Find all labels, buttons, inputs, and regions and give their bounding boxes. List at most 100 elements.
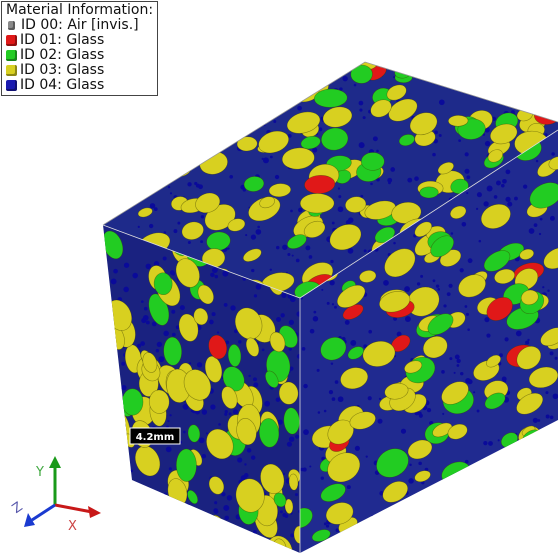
grain <box>332 222 335 225</box>
grain <box>132 273 138 279</box>
grain <box>247 123 252 128</box>
grain <box>549 444 555 450</box>
grain <box>154 207 158 211</box>
grain <box>155 494 161 500</box>
grain <box>338 195 341 198</box>
legend-label: ID 04: Glass <box>20 78 104 93</box>
grain <box>514 71 546 95</box>
grain <box>536 516 542 522</box>
grain <box>370 528 373 531</box>
grain <box>442 413 444 415</box>
legend-label: ID 03: Glass <box>20 63 104 78</box>
grain <box>100 442 127 473</box>
grain <box>433 524 465 553</box>
grain <box>473 483 476 486</box>
grain <box>359 142 365 148</box>
grain <box>491 527 495 531</box>
grain <box>359 109 362 112</box>
grain <box>464 55 485 74</box>
grain <box>524 63 529 68</box>
grain <box>330 280 335 285</box>
grain <box>106 175 108 177</box>
grain <box>207 540 225 553</box>
grain <box>523 184 527 188</box>
grain <box>448 284 452 288</box>
grain <box>487 186 493 192</box>
grain <box>193 509 198 514</box>
grain <box>429 503 435 509</box>
grain <box>466 486 469 489</box>
grain <box>209 130 213 134</box>
grain <box>467 328 470 331</box>
grain <box>227 495 233 501</box>
grain <box>287 99 291 103</box>
grain <box>361 152 384 170</box>
grain <box>338 396 344 402</box>
grain <box>174 87 177 90</box>
grain <box>163 331 169 337</box>
grain <box>473 391 475 393</box>
legend-title: Material Information: <box>6 3 153 18</box>
grain <box>123 164 126 167</box>
grain <box>542 67 547 72</box>
grain <box>102 177 108 183</box>
grain <box>215 275 218 278</box>
grain <box>285 72 289 76</box>
grain <box>432 153 436 157</box>
grain <box>228 526 231 529</box>
grain <box>113 269 118 274</box>
grain <box>256 284 262 290</box>
grain <box>254 542 259 547</box>
grain <box>443 482 446 485</box>
grain <box>111 511 114 514</box>
grain <box>329 390 333 394</box>
grain <box>379 398 381 400</box>
grain <box>258 542 264 548</box>
grain <box>546 414 550 418</box>
grain <box>461 505 464 508</box>
grain <box>467 518 497 548</box>
grain <box>148 488 152 492</box>
grain <box>473 80 495 97</box>
grain <box>245 234 247 236</box>
grain <box>121 362 125 366</box>
grain <box>303 429 309 435</box>
grain <box>450 526 453 529</box>
grain <box>230 305 235 310</box>
grain <box>309 255 313 259</box>
grain <box>135 523 152 541</box>
grain <box>148 152 153 157</box>
grain <box>309 465 311 467</box>
grain <box>354 84 357 87</box>
grain <box>498 98 502 102</box>
grain <box>187 136 191 140</box>
grain <box>187 73 221 102</box>
grain <box>515 455 517 457</box>
grain <box>378 419 383 424</box>
grain <box>507 75 510 78</box>
grain <box>409 464 411 466</box>
grain <box>435 74 439 78</box>
grain <box>530 54 558 83</box>
grain <box>201 215 204 218</box>
grain <box>286 63 290 67</box>
grain <box>177 157 182 162</box>
grain <box>160 107 166 113</box>
grain <box>439 134 442 137</box>
grain <box>485 520 505 535</box>
grain <box>295 435 299 439</box>
grain <box>287 253 290 256</box>
grain <box>128 540 133 545</box>
grain <box>387 178 392 183</box>
grain <box>210 404 215 409</box>
grain <box>313 316 318 321</box>
grain <box>119 164 122 167</box>
grain <box>184 547 187 550</box>
grain <box>251 234 256 239</box>
grain <box>393 242 396 245</box>
grain <box>550 415 554 419</box>
grain <box>104 173 109 178</box>
grain <box>496 181 501 186</box>
grain <box>188 241 191 244</box>
grain <box>451 490 457 496</box>
